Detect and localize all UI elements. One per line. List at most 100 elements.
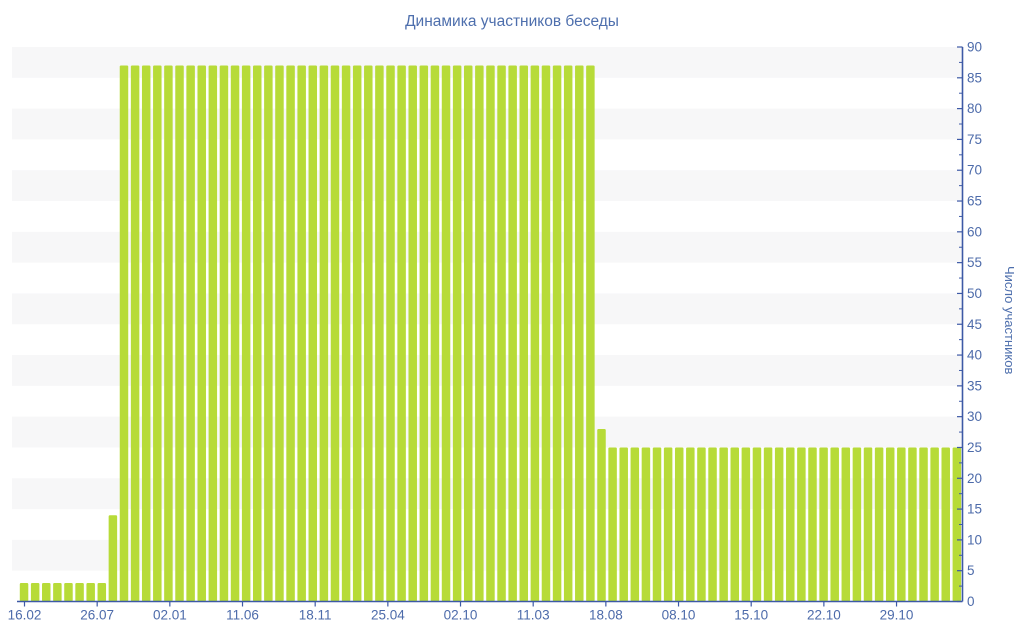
bar <box>952 447 962 602</box>
bar <box>841 447 851 602</box>
bar <box>885 447 895 602</box>
y-tick-label: 10 <box>967 532 982 547</box>
bar <box>197 65 206 602</box>
x-tick-label: 18.11 <box>299 608 332 623</box>
bar <box>119 65 129 602</box>
bar <box>297 65 306 602</box>
bar <box>264 65 273 602</box>
bar <box>330 65 340 602</box>
bar <box>863 447 873 602</box>
y-tick-label: 75 <box>967 132 982 147</box>
bar <box>75 583 84 602</box>
bar <box>519 65 529 602</box>
bar <box>219 65 229 602</box>
bar <box>319 65 329 602</box>
y-tick-label: 50 <box>967 286 982 301</box>
bar <box>808 447 817 602</box>
bar <box>797 447 806 602</box>
bar <box>441 65 451 602</box>
bar <box>563 65 573 602</box>
bar <box>663 447 673 602</box>
y-tick-label: 35 <box>967 378 982 393</box>
x-tick-label: 18.08 <box>589 608 623 623</box>
bar <box>397 65 406 602</box>
bar <box>686 447 695 602</box>
bar <box>730 447 739 602</box>
bar <box>430 65 440 602</box>
bar <box>364 65 373 602</box>
bar <box>552 65 562 602</box>
y-tick-label: 30 <box>967 409 982 424</box>
bar <box>64 583 73 602</box>
y-tick-label: 25 <box>967 440 982 455</box>
x-tick-label: 02.01 <box>153 608 187 623</box>
bar <box>308 65 318 602</box>
bar <box>819 447 828 602</box>
bar <box>674 447 684 602</box>
bar <box>597 428 606 602</box>
y-tick-label: 40 <box>967 348 982 363</box>
x-tick-label: 02.10 <box>444 608 478 623</box>
bar <box>153 65 162 602</box>
bar <box>419 65 429 602</box>
bar <box>652 447 662 602</box>
bar <box>175 65 184 602</box>
bar <box>452 65 462 602</box>
bar <box>897 447 906 602</box>
x-tick-label: 22.10 <box>807 608 841 623</box>
bar <box>541 65 551 602</box>
y-tick-label: 60 <box>967 224 982 239</box>
y-tick-label: 65 <box>967 194 982 209</box>
bar <box>375 65 384 602</box>
x-tick-label: 25.04 <box>371 608 405 623</box>
bar <box>575 65 584 602</box>
bar <box>463 65 473 602</box>
bar <box>930 447 939 602</box>
bar <box>908 447 917 602</box>
x-tick-label: 26.07 <box>80 608 114 623</box>
bar <box>53 583 62 602</box>
bar <box>19 583 29 602</box>
bar <box>697 447 706 602</box>
chart-title: Динамика участников беседы <box>405 13 619 30</box>
y-tick-label: 55 <box>967 255 982 270</box>
bar <box>608 447 617 602</box>
x-tick-label: 11.06 <box>226 608 259 623</box>
bar <box>286 65 295 602</box>
bar <box>741 447 751 602</box>
bar <box>253 65 262 602</box>
y-tick-label: 5 <box>967 563 975 578</box>
y-axis-title: Число участников <box>1002 266 1017 375</box>
x-tick-label: 08.10 <box>662 608 696 623</box>
bar <box>97 583 107 602</box>
bar <box>497 65 506 602</box>
y-tick-label: 70 <box>967 163 982 178</box>
bar <box>774 447 784 602</box>
bar <box>30 583 40 602</box>
bar <box>619 447 628 602</box>
bar <box>386 65 395 602</box>
bar <box>763 447 773 602</box>
bar <box>108 515 118 602</box>
y-tick-label: 90 <box>967 40 982 55</box>
bar <box>708 447 717 602</box>
bar <box>352 65 362 602</box>
bar <box>42 583 51 602</box>
bar <box>186 65 195 602</box>
bar <box>630 447 640 602</box>
bar <box>941 447 950 602</box>
bar <box>241 65 251 602</box>
y-tick-label: 20 <box>967 471 982 486</box>
bar <box>486 65 495 602</box>
bar <box>475 65 484 602</box>
bar <box>786 447 795 602</box>
bar <box>874 447 884 602</box>
bar <box>752 447 762 602</box>
bar <box>408 65 417 602</box>
x-tick-label: 16.02 <box>8 608 42 623</box>
bar <box>230 65 240 602</box>
bar <box>641 447 651 602</box>
y-tick-label: 85 <box>967 70 982 85</box>
y-tick-label: 15 <box>967 502 982 517</box>
